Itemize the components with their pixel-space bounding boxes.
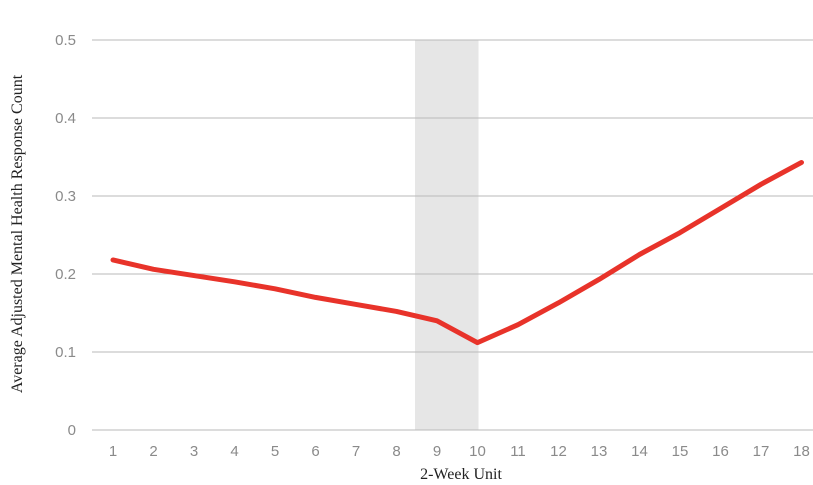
x-tick-label: 9	[433, 443, 441, 460]
x-tick-label: 2	[149, 443, 157, 460]
gridlines	[92, 39, 813, 431]
x-tick-label: 5	[271, 443, 279, 460]
x-tick-label: 1	[109, 443, 117, 460]
x-axis-title: 2-Week Unit	[420, 466, 502, 483]
y-tick-label: 0.1	[55, 344, 76, 361]
x-tick-label: 11	[510, 443, 526, 460]
x-tick-label: 10	[469, 443, 486, 460]
y-tick-label: 0.4	[55, 110, 76, 127]
y-axis-ticks: 0 0.1 0.2 0.3 0.4 0.5	[55, 32, 76, 439]
y-tick-label: 0.5	[55, 32, 76, 49]
y-axis-title: Average Adjusted Mental Health Response …	[9, 74, 26, 393]
x-tick-label: 6	[311, 443, 319, 460]
highlight-band-layer	[415, 40, 479, 430]
x-tick-label: 7	[352, 443, 360, 460]
x-tick-label: 17	[753, 443, 770, 460]
x-tick-label: 8	[392, 443, 400, 460]
x-tick-label: 15	[672, 443, 689, 460]
x-tick-label: 13	[591, 443, 608, 460]
y-tick-label: 0.3	[55, 188, 76, 205]
y-tick-label: 0	[68, 422, 76, 439]
x-axis-ticks: 1 2 3 4 5 6 7 8 9 10 11 12 13 14 15 16 17 18	[109, 443, 810, 460]
y-tick-label: 0.2	[55, 266, 76, 283]
x-tick-label: 12	[550, 443, 567, 460]
x-tick-label: 4	[230, 443, 238, 460]
highlight-band	[415, 40, 479, 430]
x-tick-label: 16	[712, 443, 729, 460]
x-tick-label: 18	[793, 443, 810, 460]
series-line	[110, 159, 804, 346]
x-tick-label: 3	[190, 443, 198, 460]
series-layer	[110, 159, 804, 346]
x-tick-label: 14	[631, 443, 648, 460]
